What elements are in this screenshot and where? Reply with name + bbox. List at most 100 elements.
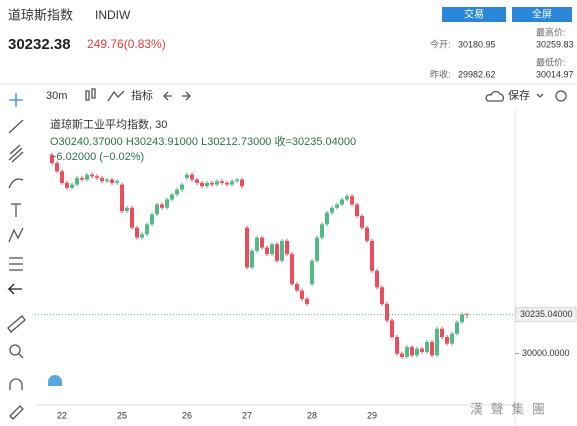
candle-body <box>360 216 364 228</box>
x-tick-label: 28 <box>307 410 317 420</box>
change: 249.76(0.83%) <box>87 37 166 51</box>
candle-body <box>255 237 259 251</box>
candle-body <box>460 314 464 323</box>
candle-body <box>435 328 439 356</box>
candle-body <box>50 154 54 164</box>
candle-body <box>400 353 404 357</box>
index-code: INDIW <box>95 8 131 22</box>
undo-icon[interactable] <box>163 91 172 101</box>
candle-body <box>330 207 334 213</box>
candle-body <box>120 184 124 212</box>
candle-body <box>410 346 414 356</box>
candle-body <box>305 298 309 304</box>
watermark: 漢 聲 集 團 <box>470 401 547 416</box>
indicator-icon[interactable] <box>107 90 125 102</box>
candle-body <box>140 234 144 238</box>
logo-icon <box>48 375 62 386</box>
drawing-tools[interactable] <box>7 93 26 420</box>
candle-body <box>265 247 269 255</box>
candle-body <box>100 177 104 182</box>
candle-icon[interactable] <box>85 88 96 101</box>
candle-body <box>450 333 454 344</box>
candle-body <box>260 237 264 248</box>
candle-body <box>455 322 459 334</box>
trade-label[interactable]: 交易 <box>464 8 484 21</box>
candle-body <box>205 182 209 187</box>
stat-label: 昨收: <box>430 68 451 79</box>
index-name: 道琼斯指数 <box>8 7 73 22</box>
candle-body <box>155 204 159 215</box>
y-tick-label: 30000.0000 <box>522 348 570 358</box>
candle-body <box>325 212 329 225</box>
candle-body <box>275 244 279 261</box>
candle-body <box>315 237 319 261</box>
candle-body <box>240 179 244 187</box>
candle-body <box>105 179 109 182</box>
candle-body <box>145 224 149 235</box>
trade-button[interactable] <box>442 7 506 22</box>
candle-body <box>320 224 324 238</box>
candle-body <box>75 177 79 185</box>
candle-body <box>300 290 304 299</box>
candle-body <box>160 204 164 208</box>
candle-body <box>405 346 409 357</box>
candle-body <box>395 337 399 354</box>
x-tick-label: 27 <box>242 410 252 420</box>
candle-body <box>355 204 359 217</box>
candle-body <box>125 207 129 212</box>
fullscreen-label[interactable]: 全屏 <box>532 8 552 21</box>
candle-body <box>445 337 449 344</box>
stat-label: 最低价: <box>536 56 566 67</box>
candle-body <box>70 184 74 188</box>
legend-ohlc: O30240.37000 H30243.91000 L30212.73000 收… <box>50 134 356 148</box>
candle-body <box>270 244 274 255</box>
candle-body <box>190 174 194 180</box>
candle-body <box>290 254 294 284</box>
x-tick-label: 22 <box>57 410 67 420</box>
stat-label: 今开: <box>430 38 451 49</box>
candle-body <box>65 182 69 188</box>
candle-body <box>210 182 214 185</box>
stat-value: 30259.83 <box>536 39 574 49</box>
candle-body <box>200 182 204 187</box>
candle-body <box>110 179 114 183</box>
fullscreen-button[interactable] <box>512 7 572 22</box>
candle-body <box>280 240 284 261</box>
candle-body <box>370 240 374 271</box>
candle-body <box>250 250 254 268</box>
interval[interactable]: 30m <box>46 90 67 102</box>
candle-body <box>115 181 119 183</box>
candle-body <box>220 181 224 183</box>
redo-icon[interactable] <box>182 91 191 101</box>
candle-body <box>385 303 389 321</box>
stat-value: 30180.95 <box>458 39 496 49</box>
candle-body <box>380 287 384 304</box>
candle-body <box>95 176 99 178</box>
candle-body <box>340 199 344 205</box>
candle-body <box>80 177 84 180</box>
candle-body <box>55 163 59 172</box>
candle-body <box>345 196 349 200</box>
indicators[interactable]: 指标 <box>131 88 153 102</box>
candle-body <box>165 199 169 208</box>
candle-body <box>180 184 184 190</box>
save[interactable]: 保存 <box>508 88 530 102</box>
legend-change: −6.02000 (−0.02%) <box>50 151 144 163</box>
candle-body <box>295 284 299 291</box>
settings-icon[interactable] <box>555 90 567 102</box>
candle-body <box>90 174 94 177</box>
last-price-box <box>515 307 577 323</box>
cloud-icon[interactable] <box>485 90 505 102</box>
candle-body <box>185 174 189 178</box>
candle-body <box>215 181 219 185</box>
candle-body <box>285 240 289 255</box>
last-price-label: 30235.04000 <box>520 309 573 319</box>
candle-body <box>350 196 354 205</box>
candle-body <box>365 227 369 241</box>
candle-body <box>235 179 239 182</box>
stat-label: 最高价: <box>536 26 566 37</box>
candle-body <box>85 174 89 180</box>
candle-body <box>135 227 139 238</box>
save-menu[interactable] <box>536 93 544 98</box>
